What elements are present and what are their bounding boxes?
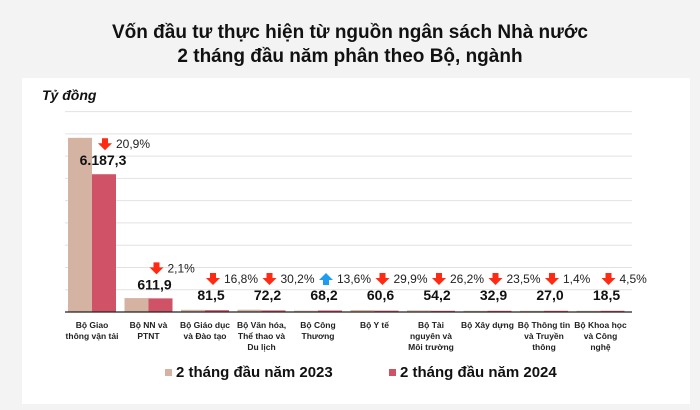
category-label: và Công	[584, 331, 618, 341]
legend-item-2023: 2 tháng đầu năm 2023	[165, 364, 333, 381]
arrow-down-icon	[601, 273, 616, 285]
bar-2024	[261, 310, 286, 312]
category-label: Thể thao và	[238, 331, 286, 341]
category-label: và Đào tạo	[184, 331, 227, 341]
category-label: Thương	[302, 331, 335, 341]
bar-2023	[68, 137, 92, 312]
arrow-down-icon	[149, 262, 164, 275]
bar-2023	[124, 298, 149, 312]
category-label: nghệ	[590, 342, 611, 352]
data-label: 611,9	[137, 276, 171, 292]
chart-title-line1: Vốn đầu tư thực hiện từ nguồn ngân sách …	[112, 22, 588, 43]
category-label: PTNT	[137, 331, 160, 341]
category-label: Bộ Giáo dục	[180, 320, 230, 330]
legend-label-2023: 2 tháng đầu năm 2023	[176, 364, 333, 381]
arrow-down-icon	[206, 273, 220, 285]
change-label: 13,6%	[337, 272, 371, 286]
bar-2023	[294, 310, 318, 312]
change-label: 4,5%	[620, 272, 648, 286]
change-label: 23,5%	[507, 272, 541, 286]
change-label: 16,8%	[224, 272, 258, 286]
data-label: 18,5	[593, 287, 620, 303]
category-label: Bộ Khoa học	[574, 320, 627, 330]
arrow-down-icon	[488, 273, 503, 285]
legend-swatch-2024	[389, 369, 396, 376]
data-label: 27,0	[536, 287, 563, 303]
arrow-down-icon	[375, 273, 390, 285]
legend-item-2024: 2 tháng đầu năm 2024	[389, 364, 557, 381]
category-label: Bộ Tài	[418, 320, 444, 330]
category-label: Môi trường	[408, 342, 454, 352]
category-label: nguyên và	[410, 331, 452, 341]
bar-2023	[350, 310, 375, 312]
data-label: 81,5	[197, 287, 224, 303]
change-label: 30,2%	[281, 272, 315, 286]
data-label: 68,2	[310, 287, 337, 303]
bar-2024	[318, 310, 342, 312]
data-label: 54,2	[423, 287, 450, 303]
chart-panel	[22, 78, 690, 404]
arrow-down-icon	[262, 273, 277, 285]
category-label: Bộ Văn hóa,	[237, 320, 286, 330]
arrow-down-icon	[432, 273, 446, 285]
category-label: thông vận tải	[66, 331, 119, 341]
legend-swatch-2023	[165, 369, 172, 376]
data-label: 32,9	[480, 287, 507, 303]
category-label: Bộ Thông tin	[518, 320, 570, 330]
arrow-up-icon	[319, 273, 333, 285]
change-label: 20,9%	[116, 137, 150, 151]
arrow-down-icon	[98, 138, 112, 151]
bar-2024	[148, 298, 173, 312]
category-label: Bộ Xây dựng	[461, 320, 514, 330]
bar-2024	[205, 310, 229, 312]
category-label: Du lịch	[247, 342, 275, 352]
category-label: thông	[532, 342, 556, 352]
arrow-down-icon	[545, 273, 559, 285]
change-label: 1,4%	[563, 272, 591, 286]
data-label: 6.187,3	[80, 152, 127, 168]
category-label: Bộ Công	[300, 320, 335, 330]
category-label: Bộ Giao	[76, 320, 109, 330]
change-label: 2,1%	[168, 261, 196, 275]
bar-2024	[92, 174, 116, 312]
bar-2024	[374, 310, 399, 312]
y-axis-unit: Tỷ đồng	[42, 87, 97, 103]
bar-2023	[181, 309, 205, 312]
change-label: 29,9%	[394, 272, 428, 286]
bar-2023	[407, 310, 431, 312]
category-label: Bộ Y tế	[360, 320, 389, 330]
bar-2023	[237, 309, 262, 312]
chart-title-line2: 2 tháng đầu năm phân theo Bộ, ngành	[177, 46, 523, 67]
category-label: và Truyền	[524, 331, 564, 341]
legend-label-2024: 2 tháng đầu năm 2024	[400, 364, 557, 381]
data-label: 72,2	[254, 287, 281, 303]
data-label: 60,6	[367, 287, 394, 303]
category-label: Bộ NN và	[130, 320, 168, 330]
change-label: 26,2%	[450, 272, 484, 286]
